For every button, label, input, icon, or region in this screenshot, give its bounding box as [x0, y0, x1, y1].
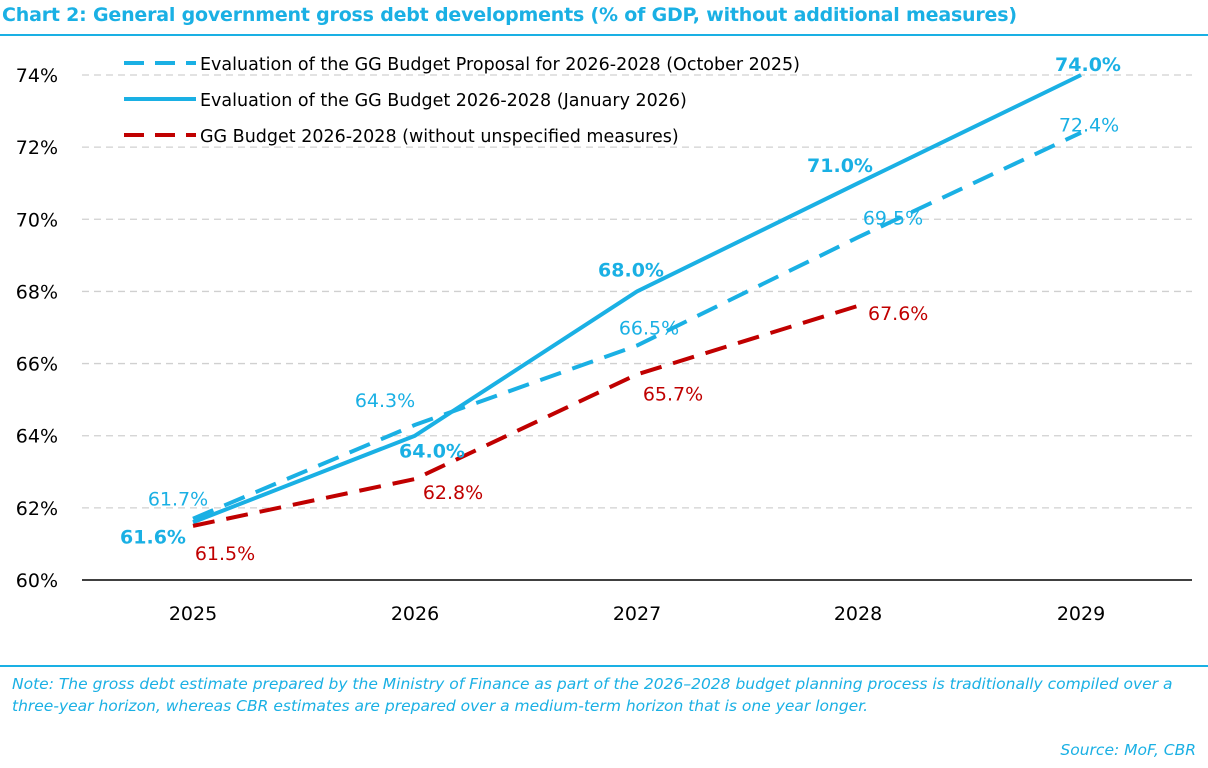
- chart-title: Chart 2: General government gross debt d…: [2, 4, 1017, 26]
- y-tick-label: 60%: [16, 570, 58, 592]
- y-tick-label: 62%: [16, 498, 58, 520]
- x-tick-label: 2028: [834, 603, 882, 625]
- data-label: 68.0%: [598, 259, 664, 281]
- data-label: 71.0%: [807, 155, 873, 177]
- series-lines: [192, 73, 1082, 528]
- y-tick-label: 72%: [16, 137, 58, 159]
- y-tick-label: 66%: [16, 354, 58, 376]
- x-tick-label: 2029: [1057, 603, 1105, 625]
- data-label: 69.5%: [863, 207, 923, 229]
- legend-label: GG Budget 2026-2028 (without unspecified…: [200, 127, 679, 147]
- legend: Evaluation of the GG Budget Proposal for…: [124, 55, 800, 147]
- source-note: Source: MoF, CBR: [1060, 741, 1196, 759]
- data-label: 61.7%: [148, 489, 208, 511]
- data-label: 64.0%: [399, 441, 465, 463]
- y-tick-label: 74%: [16, 65, 58, 87]
- data-label: 64.3%: [355, 390, 415, 412]
- y-tick-label: 68%: [16, 281, 58, 303]
- y-tick-label: 70%: [16, 209, 58, 231]
- data-labels: 61.7% 64.3% 66.5% 69.5% 72.4% 61.6% 64.0% 68.0%…: [120, 54, 1121, 565]
- x-tick-label: 2026: [391, 603, 439, 625]
- data-label: 61.5%: [195, 543, 255, 565]
- x-tick-label: 2025: [169, 603, 217, 625]
- footnote: Note: The gross debt estimate prepared b…: [12, 675, 1173, 715]
- x-tick-label: 2027: [613, 603, 661, 625]
- data-label: 62.8%: [423, 482, 483, 504]
- axes: 60% 62% 64% 66% 68% 70% 72% 74% 2025 2026 2027 2028…: [16, 65, 1192, 625]
- data-label: 74.0%: [1055, 54, 1121, 76]
- series-line-without-measures: [192, 303, 859, 528]
- data-label: 65.7%: [643, 383, 703, 405]
- legend-label: Evaluation of the GG Budget 2026-2028 (J…: [200, 91, 687, 111]
- data-label: 67.6%: [868, 303, 928, 325]
- footer-divider: [0, 665, 1208, 667]
- data-label: 66.5%: [619, 318, 679, 340]
- series-line-october-2025: [192, 130, 1082, 521]
- data-label: 61.6%: [120, 526, 186, 548]
- legend-label: Evaluation of the GG Budget Proposal for…: [200, 55, 800, 75]
- data-label: 72.4%: [1059, 115, 1119, 137]
- debt-line-chart: 60% 62% 64% 66% 68% 70% 72% 74% 2025 2026 2027 2028…: [16, 54, 1192, 625]
- series-line-january-2026: [192, 73, 1082, 525]
- y-tick-label: 64%: [16, 426, 58, 448]
- title-divider: [0, 34, 1208, 36]
